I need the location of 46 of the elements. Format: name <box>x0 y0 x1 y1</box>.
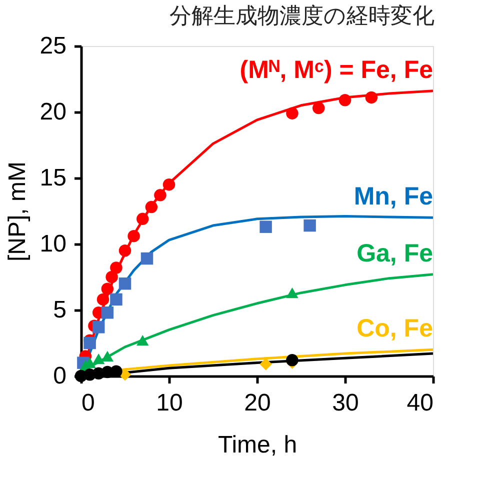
point <box>145 200 158 214</box>
point <box>110 293 122 306</box>
x-tick-label: 20 <box>244 390 271 416</box>
y-tick-label: 15 <box>40 164 66 192</box>
point <box>101 350 114 362</box>
x-tick-label: 40 <box>406 390 434 416</box>
point <box>110 262 122 274</box>
y-axis-title: [NP], mM <box>4 162 31 262</box>
x-tick-label: 10 <box>156 390 183 416</box>
point <box>304 219 316 232</box>
series-label: Co, Fe <box>356 314 434 343</box>
y-tick-label: 25 <box>40 32 66 60</box>
x-tick-label: 0 <box>82 390 95 416</box>
point <box>136 212 149 226</box>
point <box>260 220 272 233</box>
point <box>136 335 149 346</box>
point <box>106 270 118 284</box>
y-tick-label: 10 <box>40 230 66 258</box>
point <box>286 288 298 298</box>
point <box>96 293 110 306</box>
point <box>338 94 352 106</box>
point <box>365 91 378 104</box>
point <box>101 282 114 295</box>
series-label: Mn, Fe <box>354 182 434 211</box>
y-tick-label: 0 <box>53 362 66 390</box>
point <box>128 230 140 242</box>
y-tick-label: 5 <box>53 296 66 324</box>
chart-title: 分解生成物濃度の経時変化 <box>169 4 434 29</box>
point <box>92 354 105 364</box>
point <box>110 365 122 378</box>
series-label: (Mᴺ, Mᶜ) = Fe, Fe <box>240 56 434 84</box>
point <box>101 306 114 319</box>
x-axis-title: Time, h <box>218 432 298 458</box>
point <box>118 277 132 290</box>
point <box>154 189 166 202</box>
point <box>84 336 96 350</box>
y-tick-label: 20 <box>40 98 66 126</box>
x-tick-label: 30 <box>332 390 359 416</box>
point <box>92 321 105 334</box>
point <box>162 178 176 191</box>
point <box>286 354 298 366</box>
point <box>140 252 154 265</box>
point <box>286 107 298 120</box>
series-label: Ga, Fe <box>356 239 434 268</box>
point <box>118 244 132 257</box>
point <box>312 102 325 114</box>
